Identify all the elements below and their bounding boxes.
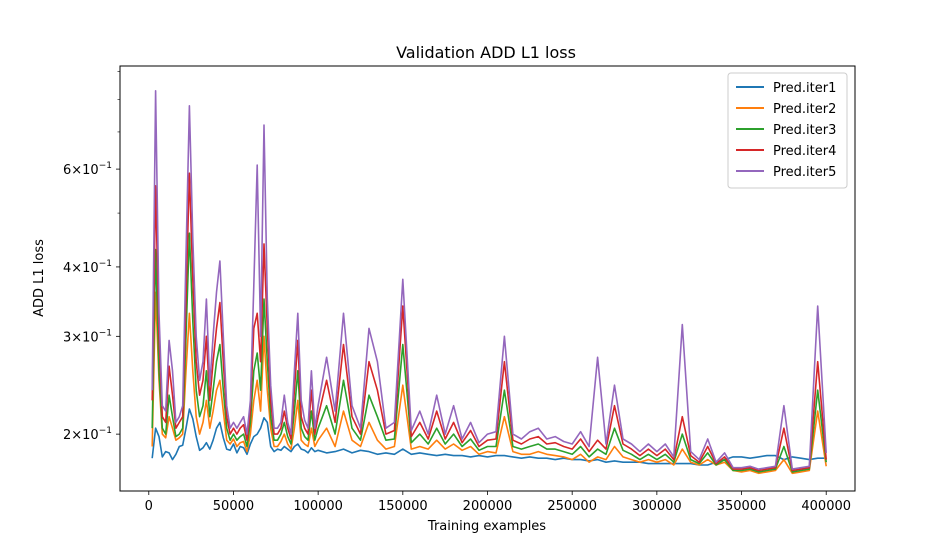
series-line-4 — [151, 172, 827, 472]
x-tick-label: 100000 — [293, 499, 343, 514]
x-tick-label: 150000 — [378, 499, 428, 514]
legend-label: Pred.iter4 — [773, 144, 836, 159]
x-tick-label: 50000 — [213, 499, 254, 514]
y-tick-label: 2×10−1 — [63, 426, 112, 443]
y-axis: 2×10−1 3×10−1 4×10−1 6×10−1 — [63, 71, 120, 443]
x-tick-label: 250000 — [547, 499, 597, 514]
legend-label: Pred.iter3 — [773, 123, 836, 138]
x-tick-label: 350000 — [717, 499, 767, 514]
legend-label: Pred.iter1 — [773, 81, 836, 96]
legend-label: Pred.iter5 — [773, 165, 836, 180]
y-tick-label: 3×10−1 — [63, 328, 112, 345]
x-tick-label: 200000 — [463, 499, 513, 514]
x-tick-label: 300000 — [632, 499, 682, 514]
legend-frame — [727, 72, 848, 189]
x-axis-title: Training examples — [427, 519, 546, 534]
legend-label: Pred.iter2 — [773, 102, 836, 117]
x-tick-label: 0 — [145, 499, 153, 514]
series-line-3 — [151, 232, 827, 473]
plot-area — [151, 90, 827, 475]
chart-title: Validation ADD L1 loss — [396, 43, 576, 62]
x-tick-label: 400000 — [801, 499, 851, 514]
y-tick-label: 4×10−1 — [63, 259, 112, 276]
x-axis: 0 50000 100000 150000 200000 250000 300000 3500… — [145, 491, 851, 514]
y-tick-label: 6×10−1 — [63, 161, 112, 178]
y-axis-title: ADD L1 loss — [32, 239, 47, 317]
series-line-5 — [151, 90, 827, 470]
legend: Pred.iter1 Pred.iter2 Pred.iter3 Pred.iter4… — [727, 72, 848, 189]
series-line-2 — [151, 291, 827, 475]
